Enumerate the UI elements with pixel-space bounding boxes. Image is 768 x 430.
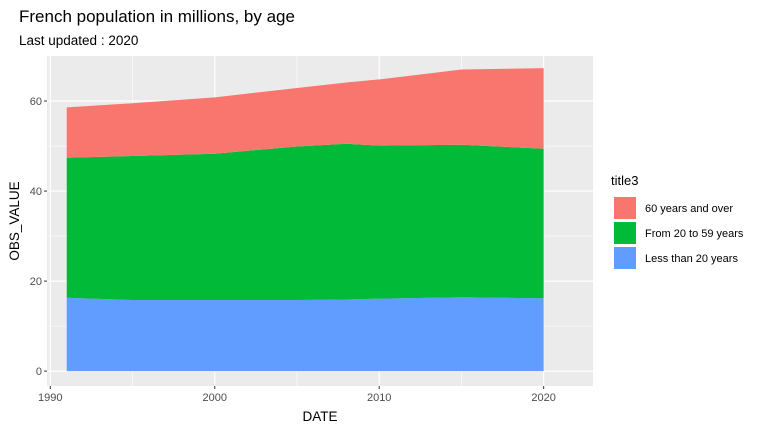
x-tick-label: 2020 (531, 392, 555, 404)
y-tick-label: 40 (30, 186, 42, 198)
y-tick-label: 0 (36, 366, 42, 378)
stacked-areas (66, 68, 544, 372)
area-less-than-20-years (66, 297, 544, 372)
y-tick-label: 60 (30, 96, 42, 108)
x-axis-title: DATE (302, 409, 337, 424)
area-60-years-and-over (66, 68, 544, 158)
x-tick-label: 2000 (203, 392, 227, 404)
chart-subtitle: Last updated : 2020 (19, 33, 138, 48)
y-axis: 0 20 40 60 (30, 96, 47, 378)
legend-title: title3 (611, 173, 638, 188)
legend-label-from-20-to-59-years: From 20 to 59 years (645, 228, 744, 240)
y-tick-label: 20 (30, 276, 42, 288)
chart-title: French population in millions, by age (19, 7, 295, 26)
x-axis: 1990 2000 2010 2020 (38, 386, 556, 404)
legend-swatch-60-years-and-over (614, 197, 636, 219)
area-from-20-to-59-years (66, 143, 544, 301)
x-tick-label: 2010 (367, 392, 391, 404)
legend-swatch-less-than-20-years (614, 247, 636, 269)
legend: title3 60 years and over From 20 to 59 ye… (611, 173, 744, 269)
x-tick-label: 1990 (38, 392, 62, 404)
legend-swatch-from-20-to-59-years (614, 222, 636, 244)
legend-label-less-than-20-years: Less than 20 years (645, 253, 738, 265)
y-axis-title: OBS_VALUE (7, 181, 22, 260)
legend-label-60-years-and-over: 60 years and over (645, 203, 733, 215)
